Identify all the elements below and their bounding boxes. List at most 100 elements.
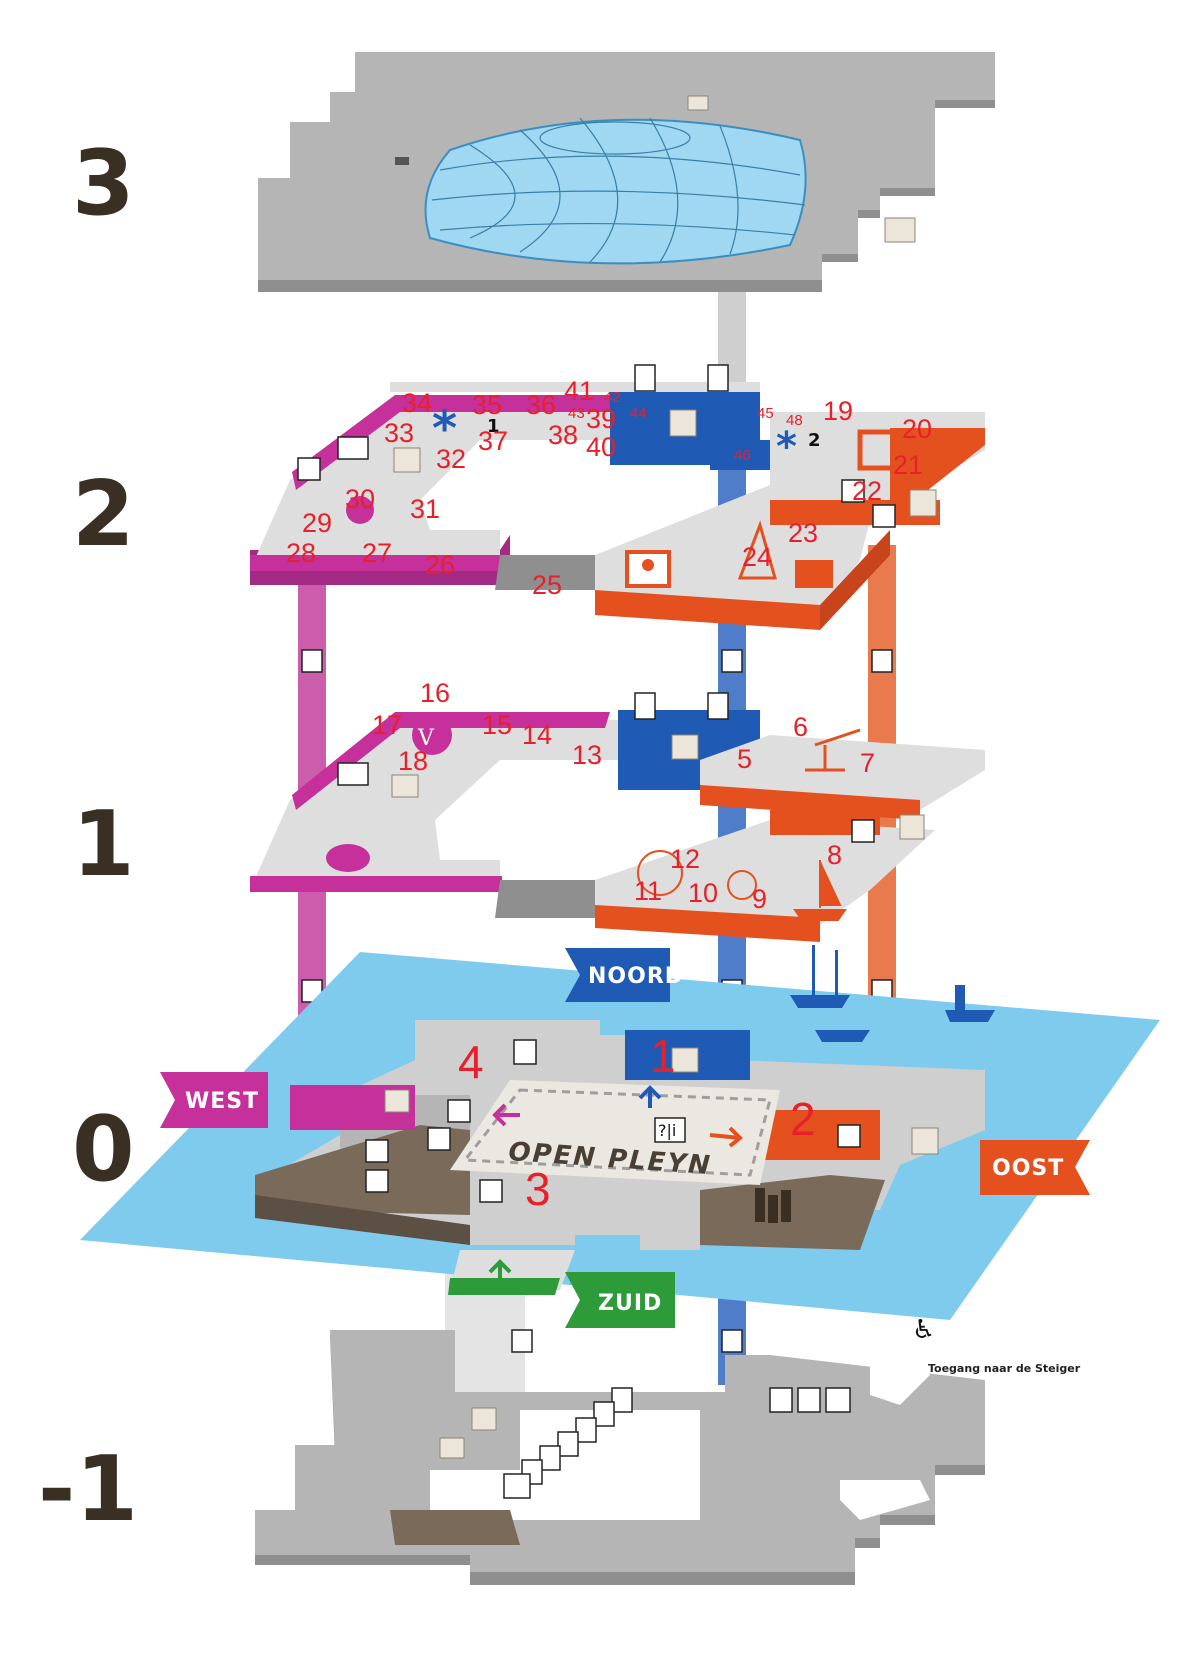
exhibit-number: 20 (902, 414, 932, 444)
compass-rose-icon (637, 850, 683, 896)
marker-1: 1 (487, 416, 500, 437)
floor-minus-1-stairs (471, 1407, 497, 1431)
floor-2-oost-side (820, 530, 890, 630)
exhibit-number: 27 (362, 538, 392, 568)
floor-3 (258, 52, 995, 292)
exhibit-number: 12 (670, 844, 700, 874)
voc-logo-icon: V (417, 726, 435, 751)
elevator-icon (511, 1329, 533, 1353)
gift-shop-icon (365, 1169, 389, 1193)
toilet-female-icon (707, 364, 729, 392)
exhibit-number: 22 (852, 476, 882, 506)
banner-west (160, 1072, 268, 1128)
floor-2-stairs-oost (909, 489, 937, 517)
exhibit-number: 25 (532, 570, 562, 600)
exhibit-number: 45 (757, 405, 774, 422)
exhibit-number: 18 (398, 746, 428, 776)
floor-2-north-strip (390, 382, 760, 392)
zuid-entry-rim (448, 1278, 560, 1295)
arrow-noord-icon (638, 1085, 662, 1108)
picture-frame-icon (857, 429, 907, 471)
steiger-access-label: Toegang naar de Steiger (928, 1362, 1081, 1375)
zone-number: 3 (525, 1163, 551, 1215)
exhibit-number: 33 (384, 418, 414, 448)
floor-0-stairs-oost (911, 1127, 939, 1155)
exhibit-number: 23 (788, 518, 818, 548)
elevator-icon (513, 1039, 537, 1065)
whale-icon (326, 844, 370, 872)
floor-minus-1-hall (430, 1410, 700, 1520)
wheelchair-icon (851, 819, 875, 843)
info-desk-label: ?|i (658, 1121, 676, 1140)
restaurant-block-side (255, 1195, 470, 1245)
toilet-male-icon (557, 1431, 579, 1457)
toilet-male-icon (539, 1445, 561, 1471)
exhibit-number: 46 (734, 447, 751, 464)
dome-grid (431, 117, 806, 263)
floor-label-3: 3 (72, 131, 135, 236)
banner-west-label: WEST (185, 1089, 259, 1114)
toilet-male-icon (769, 1387, 793, 1413)
floor-1-oost-top (595, 820, 935, 925)
direction-banners: NOORD WEST OOST ZUID (160, 948, 1090, 1328)
ship-icon (790, 995, 850, 1008)
lockers-icon (755, 1188, 765, 1222)
exhibit-number: 35 (472, 390, 502, 420)
floor-2-west-edge (292, 395, 620, 490)
ship-sail-icon (737, 520, 777, 580)
escalator-icon (447, 1099, 471, 1123)
floor-0-stairs-noord (671, 1047, 699, 1073)
floor-label-minus-1: -1 (38, 1437, 138, 1542)
arrow-west-icon (492, 1103, 520, 1127)
toilet-female-icon (707, 692, 729, 720)
boat-icon (815, 1030, 870, 1042)
floor-1-numbers: 5 6 7 8 9 10 11 12 13 14 15 16 17 18 (372, 678, 875, 914)
escalator-icon (427, 1127, 451, 1151)
exhibit-number: 41 (564, 376, 594, 406)
compass-icon (727, 870, 757, 900)
exhibit-number: 36 (526, 390, 556, 420)
exhibit-number: 28 (286, 538, 316, 568)
floor-3-roof-hatch (687, 95, 709, 111)
floor-label-1: 1 (72, 792, 135, 897)
exhibit-number: 26 (425, 550, 455, 580)
exhibit-number: 30 (345, 484, 375, 514)
exhibit-number: 31 (410, 494, 440, 524)
wheelchair-icon (479, 1179, 503, 1203)
exhibit-number: 34 (402, 388, 432, 418)
exhibit-number: 21 (893, 450, 923, 480)
exhibit-number: 38 (548, 420, 578, 450)
info-icon (654, 1117, 686, 1143)
floor-2-stairs-noord (669, 409, 697, 437)
wheelchair-icon: ♿ (912, 1315, 935, 1345)
floor-1-oost-rim (595, 905, 820, 942)
toilet-male-icon (575, 1417, 597, 1443)
asterisk-icon-1: * (432, 401, 457, 457)
floor-3-vent (395, 157, 409, 165)
boat-icon (945, 1010, 995, 1022)
exhibit-number: 29 (302, 508, 332, 538)
floor-label-2: 2 (72, 462, 135, 567)
floor-0: OPEN PLEYN ?|i (80, 945, 1160, 1320)
exhibit-number: 11 (634, 876, 662, 906)
baby-change-icon (503, 1473, 531, 1499)
portrait-head-icon (642, 559, 654, 571)
exhibit-number: 32 (436, 444, 466, 474)
exhibit-number: 39 (586, 404, 616, 434)
wheelchair-icon (841, 479, 865, 503)
cloakroom-icon (593, 1401, 615, 1427)
floor-0-numbers: 1 2 3 4 (458, 1030, 816, 1215)
floor-2-west-rim (250, 555, 502, 571)
arrow-zuid-icon (488, 1259, 512, 1282)
elevator-icon (301, 649, 323, 673)
floor-labels: 3 2 1 0 -1 (38, 131, 138, 1542)
ship-icon (793, 860, 847, 921)
floor-2: * 1 * 2 (250, 364, 985, 630)
floor-1-west-rim (250, 876, 502, 892)
exhibit-number: 15 (482, 710, 512, 740)
barrels-icon (795, 560, 833, 588)
open-pleyn-border (462, 1088, 772, 1177)
banner-noord-label: NOORD (588, 964, 684, 989)
floor-minus-1-brown-block (390, 1510, 520, 1545)
